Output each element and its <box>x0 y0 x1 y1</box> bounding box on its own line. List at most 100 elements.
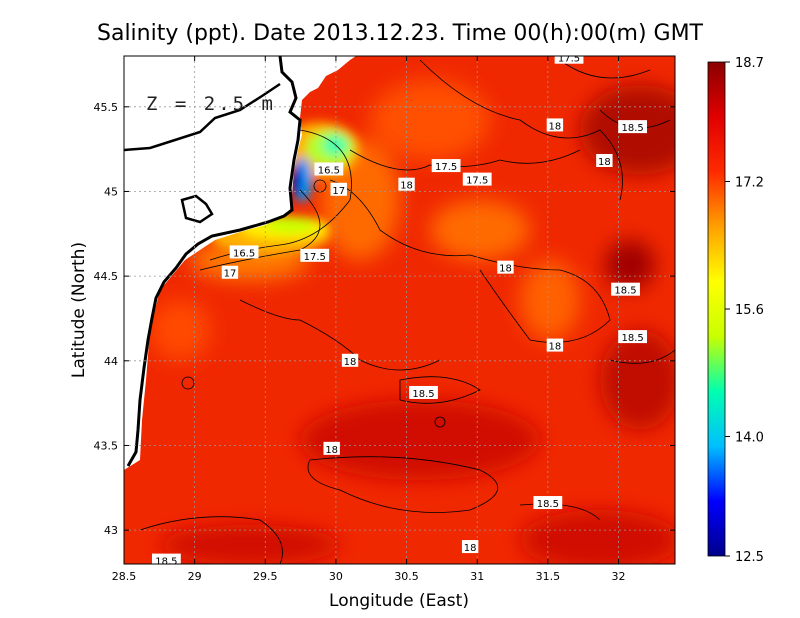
y-tick-label: 44 <box>104 355 118 368</box>
contour-label-text: 17.5 <box>435 162 457 173</box>
contour-label-text: 18.5 <box>412 389 434 400</box>
contour-label-text: 18 <box>344 357 357 368</box>
colorbar-tick-label: 18.7 <box>735 56 764 71</box>
y-tick-label: 45 <box>104 185 118 198</box>
contour-label-text: 18.5 <box>155 557 177 568</box>
contour-label-bg <box>533 496 563 510</box>
contour-label-bg <box>398 177 415 191</box>
contour-label-text: 18 <box>325 445 338 456</box>
salinity-field-patches <box>150 80 675 564</box>
contour-label-bg <box>546 338 564 352</box>
contour-label: 18.5 <box>611 282 640 297</box>
x-tick-label: 28.5 <box>112 570 137 583</box>
y-tick-label: 44.5 <box>94 270 119 283</box>
contour-label-text: 18 <box>549 342 562 353</box>
x-tick-label: 29.5 <box>253 570 278 583</box>
contour-label-bg <box>330 182 347 196</box>
contour-label-bg <box>462 172 492 186</box>
contour-label: 17 <box>330 182 347 197</box>
x-tick-label: 30.5 <box>394 570 419 583</box>
contour-label-text: 18.5 <box>621 333 643 344</box>
colorbar-tick-label: 14.0 <box>735 430 764 445</box>
contour-label-bg <box>221 265 239 279</box>
contour-label-bg <box>618 120 648 134</box>
contour-label-text: 18.5 <box>614 286 636 297</box>
colorbar-ticks: 18.7 17.2 15.6 14.0 12.5 <box>725 56 764 565</box>
contour-label: 16.5 <box>314 162 344 176</box>
x-tick-label: 31 <box>470 570 484 583</box>
contour-label-bg <box>611 282 640 296</box>
contour-label: 18.5 <box>618 330 648 344</box>
contour-label-text: 16.5 <box>318 165 340 176</box>
contour-label: 18 <box>497 260 514 275</box>
plot-area: 17.5 18 18.5 18 16.5 17 17.5 18 17.5 16.5 17.5 17 18… <box>124 54 675 568</box>
contour-label-bg <box>300 248 330 262</box>
contour-label-text: 18 <box>464 543 477 554</box>
contour-label: 18.5 <box>409 385 438 400</box>
contour-label: 18.5 <box>618 120 648 134</box>
contour-label: 17.5 <box>431 159 461 173</box>
y-axis: 43 43.5 44 44.5 45 45.5 <box>94 101 675 537</box>
contour-label-bg <box>314 162 344 176</box>
contour-label: 18 <box>596 153 613 168</box>
land-mask <box>124 56 356 470</box>
y-axis-label: Latitude (North) <box>69 242 89 378</box>
contour-label-bg <box>546 118 564 132</box>
x-axis: 28.5 29 29.5 30 30.5 31 31.5 32 <box>112 56 625 583</box>
contour-label-bg <box>229 245 259 259</box>
contour-label: 18 <box>398 177 415 192</box>
colorbar-tick-label: 17.2 <box>735 176 764 191</box>
contour-label-bg <box>323 441 340 455</box>
depth-annotation: Z = 2.5 m <box>146 93 276 115</box>
contour-labels: 17.5 18 18.5 18 16.5 17 17.5 18 17.5 16.5 17.5 17 18… <box>151 54 648 568</box>
y-tick-label: 45.5 <box>94 101 119 114</box>
y-tick-label: 43.5 <box>94 439 119 452</box>
x-tick-label: 32 <box>611 570 625 583</box>
contour-label-text: 17 <box>224 269 237 280</box>
plot-frame <box>123 55 676 565</box>
contour-label-bg <box>461 540 479 554</box>
contour-label-text: 17.5 <box>304 252 326 263</box>
colorbar-tick-label: 12.5 <box>735 550 764 565</box>
chart-title: Salinity (ppt). Date 2013.12.23. Time 00… <box>97 21 704 46</box>
contour-label-text: 17.5 <box>558 54 580 65</box>
contour-label-text: 18 <box>549 121 562 132</box>
contour-label: 17.5 <box>554 54 584 65</box>
colorbar <box>707 61 726 557</box>
contour-label: 18 <box>546 338 564 353</box>
contour-label: 16.5 <box>229 245 259 259</box>
contour-label: 18.5 <box>533 496 563 510</box>
contour-label-text: 17 <box>332 186 345 197</box>
contour-label-bg <box>497 260 514 274</box>
contour-label: 17.5 <box>462 172 492 187</box>
contour-label-bg <box>431 159 461 173</box>
contour-label: 18.5 <box>151 553 181 568</box>
contour-label-text: 18 <box>598 157 611 168</box>
contour-label: 17.5 <box>300 248 330 263</box>
contour-label-text: 18.5 <box>621 123 643 134</box>
contour-label: 18 <box>341 353 359 368</box>
x-tick-label: 29 <box>188 570 202 583</box>
contour-label-bg <box>596 153 613 167</box>
contour-label-text: 16.5 <box>233 248 255 259</box>
x-axis-label: Longitude (East) <box>329 591 469 611</box>
gridlines <box>124 56 675 564</box>
coastline-north <box>124 82 281 152</box>
island-outline <box>180 194 214 224</box>
contour-label-text: 18 <box>400 181 413 192</box>
y-tick-label: 43 <box>104 524 118 537</box>
x-tick-label: 31.5 <box>536 570 561 583</box>
contour-label-bg <box>151 553 181 564</box>
contour-label-bg <box>409 385 438 399</box>
contour-label-bg <box>554 56 584 64</box>
contour-lines <box>139 59 675 564</box>
x-tick-label: 30 <box>329 570 343 583</box>
contour-label: 18 <box>461 540 479 554</box>
contour-label: 17 <box>221 265 239 280</box>
contour-label: 18 <box>323 441 340 456</box>
contour-label-text: 18.5 <box>537 499 559 510</box>
contour-label-text: 18 <box>499 264 512 275</box>
contour-label: 18 <box>546 118 564 132</box>
coastline <box>126 56 302 467</box>
